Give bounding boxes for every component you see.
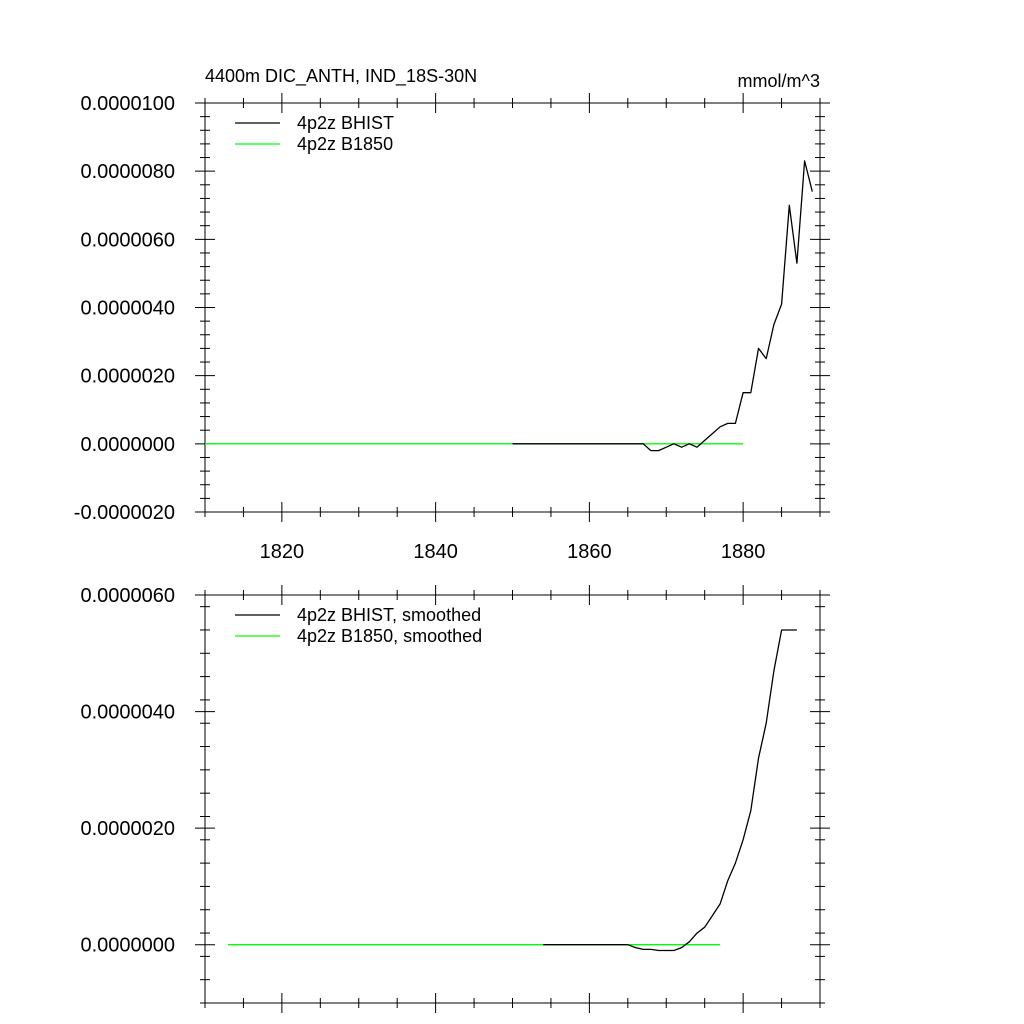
x-tick-label: 1840 xyxy=(413,541,458,563)
y-tick-label: 0.0000020 xyxy=(80,366,175,388)
bottom-panel: 0.0000000 0.0000020 0.0000040 0.0000060 4p2z… xyxy=(80,585,830,1013)
x-tick-label: 1880 xyxy=(721,541,766,563)
series-line-0 xyxy=(543,629,797,952)
plot-frame xyxy=(204,102,821,513)
series-line-0 xyxy=(512,160,813,452)
x-tick-label: 1860 xyxy=(567,541,612,563)
y-tick-label: 0.0000040 xyxy=(80,702,175,724)
plot-frame xyxy=(204,594,821,1004)
legend-label: 4p2z B1850, smoothed xyxy=(297,626,482,646)
legend-label: 4p2z B1850 xyxy=(297,134,393,154)
x-tick-label: 1820 xyxy=(260,541,305,563)
y-tick-label: 0.0000060 xyxy=(80,229,175,251)
y-tick-label: 0.0000100 xyxy=(80,93,175,115)
top-panel: 1820 1840 1860 1880 -0.0000020 0.0000000 0.000… xyxy=(74,66,830,563)
y-tick-label: 0.0000060 xyxy=(80,585,175,607)
chart-title: 4400m DIC_ANTH, IND_18S-30N xyxy=(205,66,477,87)
y-tick-label: -0.0000020 xyxy=(74,502,175,524)
y-tick-label: 0.0000000 xyxy=(80,434,175,456)
y-tick-label: 0.0000080 xyxy=(80,161,175,183)
legend-label: 4p2z BHIST xyxy=(297,113,394,133)
legend-label: 4p2z BHIST, smoothed xyxy=(297,605,481,625)
y-tick-label: 0.0000000 xyxy=(80,935,175,957)
y-tick-label: 0.0000040 xyxy=(80,298,175,320)
y-tick-label: 0.0000020 xyxy=(80,818,175,840)
units-label: mmol/m^3 xyxy=(738,71,820,91)
